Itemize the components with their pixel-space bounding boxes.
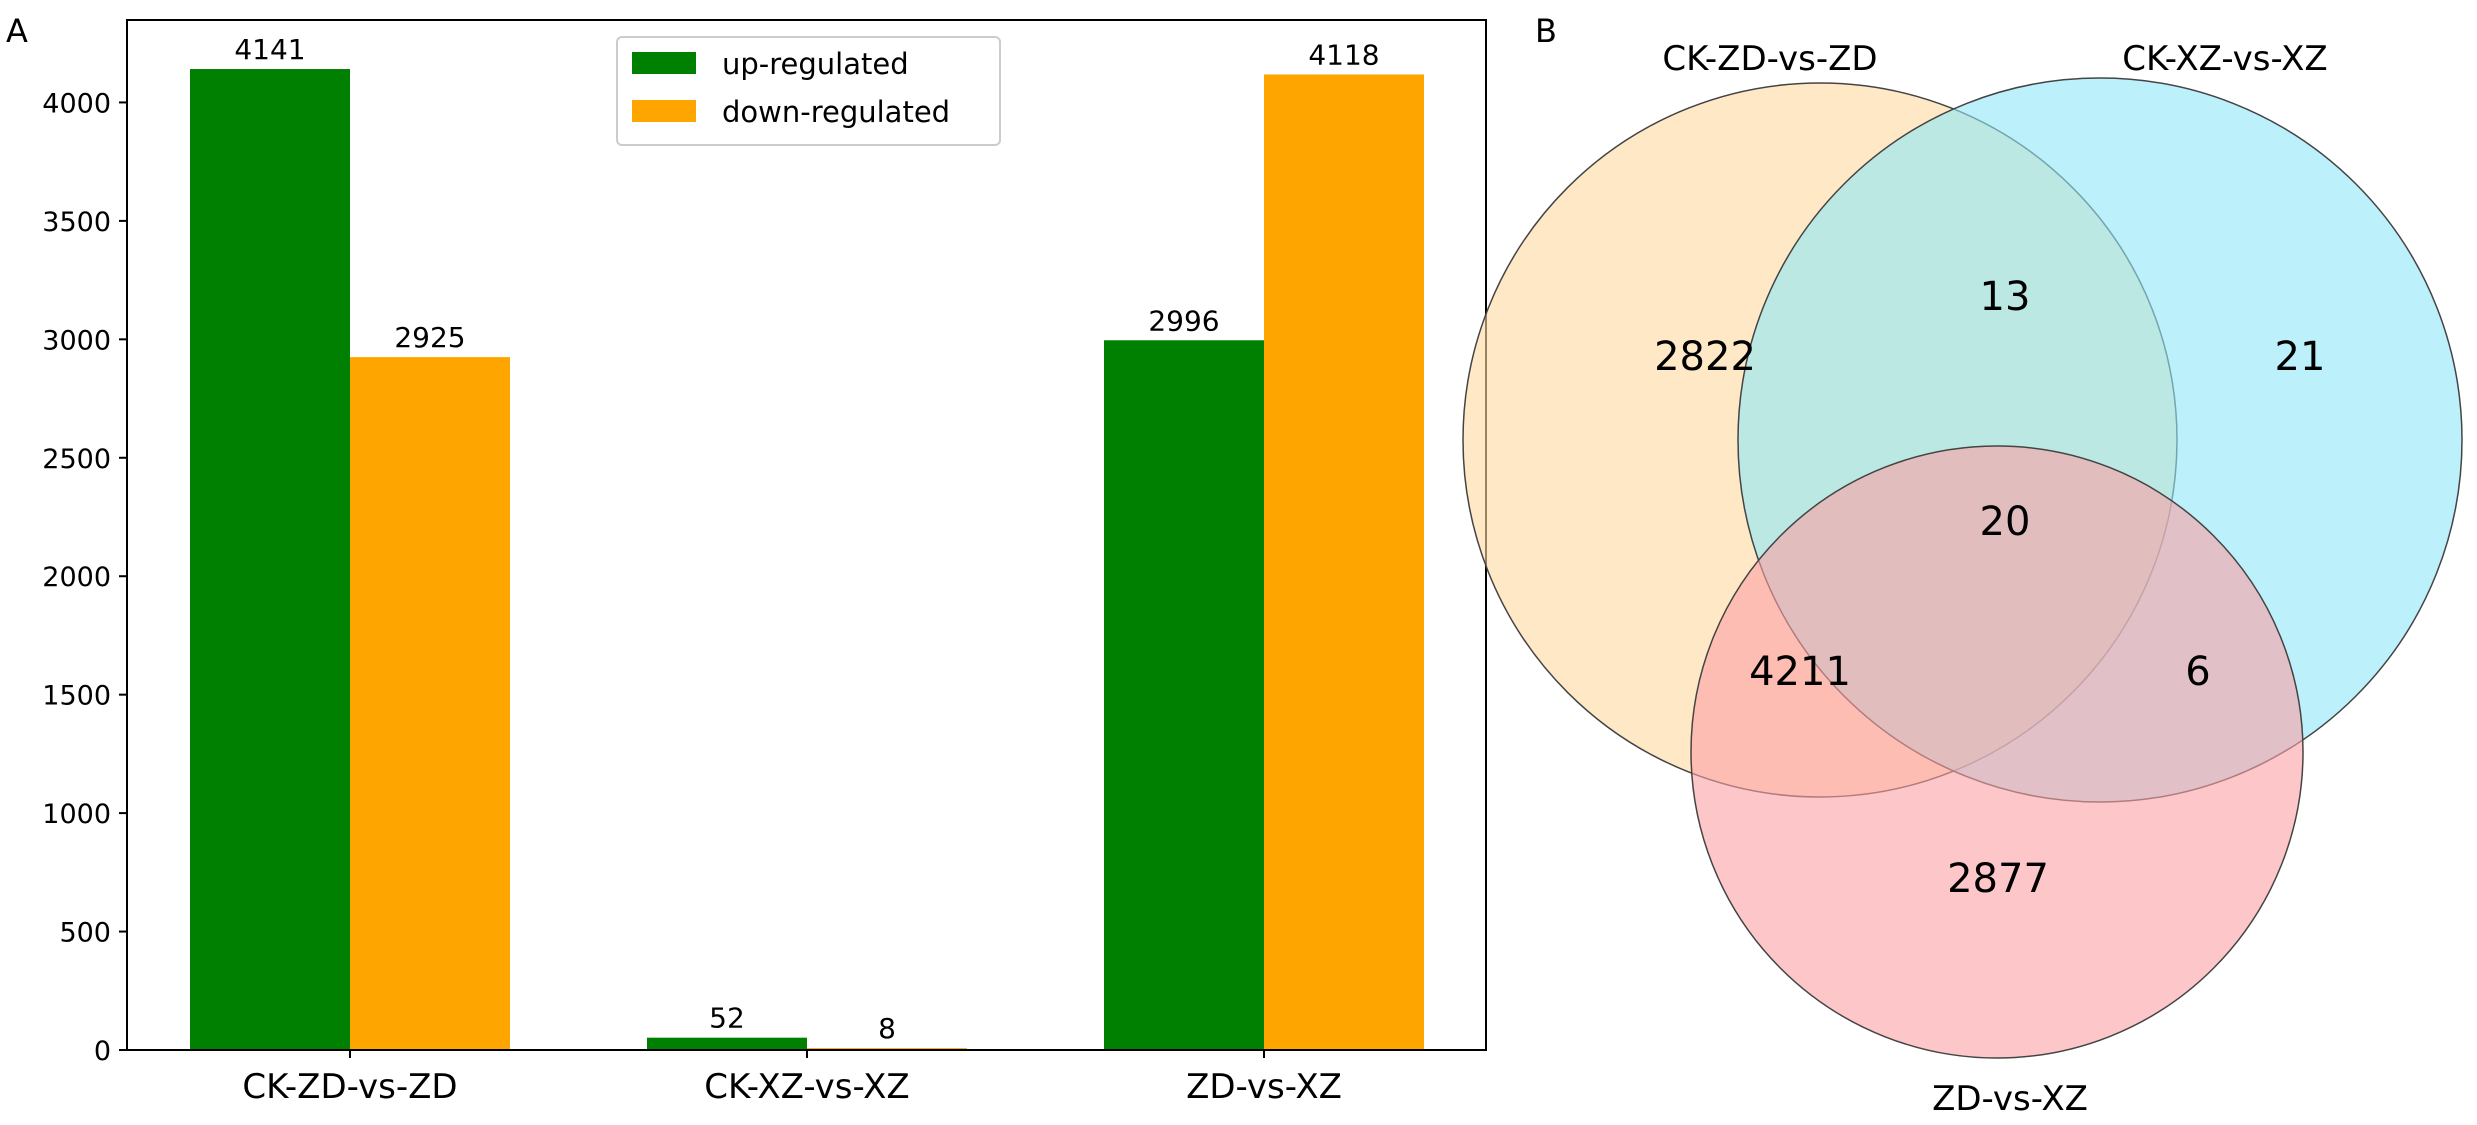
bar-value-label: 4118 bbox=[1308, 38, 1379, 71]
venn-set-title: ZD-vs-XZ bbox=[1932, 1079, 2088, 1119]
y-tick-label: 500 bbox=[59, 918, 111, 949]
legend-swatch-down-regulated bbox=[632, 100, 696, 122]
y-axis: 0 500 1000 1500 2000 2500 3000 3500 4000 bbox=[42, 88, 127, 1067]
venn-set-title: CK-XZ-vs-XZ bbox=[2122, 39, 2327, 79]
venn-region-count: 2822 bbox=[1654, 334, 1756, 380]
venn-region-count: 4211 bbox=[1749, 649, 1851, 695]
y-tick-label: 1500 bbox=[42, 681, 111, 712]
venn-region-count: 20 bbox=[1980, 499, 2031, 545]
panel-label-b: B bbox=[1535, 12, 1557, 50]
venn-region-count: 2877 bbox=[1947, 856, 2049, 902]
x-tick-label: ZD-vs-XZ bbox=[1186, 1067, 1342, 1107]
venn-circle-ZD-vs-XZ bbox=[1690, 445, 2304, 1059]
x-tick-label: CK-ZD-vs-ZD bbox=[242, 1067, 457, 1107]
bar-up-regulated-CK-ZD-vs-ZD bbox=[190, 69, 350, 1051]
bar-down-regulated-ZD-vs-XZ bbox=[1264, 74, 1424, 1051]
legend: up-regulated down-regulated bbox=[616, 36, 1001, 146]
venn-circles bbox=[1462, 77, 2463, 1059]
venn-region-count: 13 bbox=[1980, 274, 2031, 320]
bar-value-label: 8 bbox=[878, 1012, 896, 1045]
x-tick-label: CK-XZ-vs-XZ bbox=[704, 1067, 909, 1107]
x-axis: CK-ZD-vs-ZD CK-XZ-vs-XZ ZD-vs-XZ bbox=[242, 1050, 1342, 1107]
venn-region-count: 6 bbox=[2185, 649, 2210, 695]
y-tick-label: 2000 bbox=[42, 562, 111, 593]
legend-box bbox=[616, 36, 1001, 146]
bar-value-label: 2925 bbox=[394, 321, 465, 354]
bar-up-regulated-CK-XZ-vs-XZ bbox=[647, 1037, 807, 1050]
legend-label: up-regulated bbox=[722, 47, 909, 81]
bar-down-regulated-CK-ZD-vs-ZD bbox=[350, 357, 510, 1050]
venn-set-title: CK-ZD-vs-ZD bbox=[1662, 39, 1877, 79]
bar-value-label: 4141 bbox=[234, 33, 305, 66]
venn-region-count: 21 bbox=[2275, 334, 2326, 380]
panel-label-a: A bbox=[6, 12, 28, 50]
y-tick-label: 3000 bbox=[42, 325, 111, 356]
y-tick-label: 1000 bbox=[42, 799, 111, 830]
y-tick-label: 0 bbox=[94, 1036, 111, 1067]
bar-value-label: 2996 bbox=[1148, 304, 1219, 337]
legend-label: down-regulated bbox=[722, 95, 950, 129]
bar-layer: 4141 2925 52 8 2996 4118 bbox=[190, 33, 1424, 1051]
bar-up-regulated-ZD-vs-XZ bbox=[1104, 340, 1264, 1050]
y-tick-label: 2500 bbox=[42, 444, 111, 475]
bar-chart-panel: A 4141 2925 52 8 2996 4118 0 500 1000 1500 2000 25… bbox=[6, 12, 1487, 1107]
bar-value-label: 52 bbox=[709, 1002, 745, 1035]
y-tick-label: 4000 bbox=[42, 88, 111, 119]
legend-swatch-up-regulated bbox=[632, 52, 696, 74]
venn-region-counts: 2822 21 2877 13 4211 6 20 bbox=[1654, 274, 2325, 902]
y-tick-label: 3500 bbox=[42, 207, 111, 238]
venn-set-titles: CK-ZD-vs-ZD CK-XZ-vs-XZ ZD-vs-XZ bbox=[1662, 39, 2327, 1119]
